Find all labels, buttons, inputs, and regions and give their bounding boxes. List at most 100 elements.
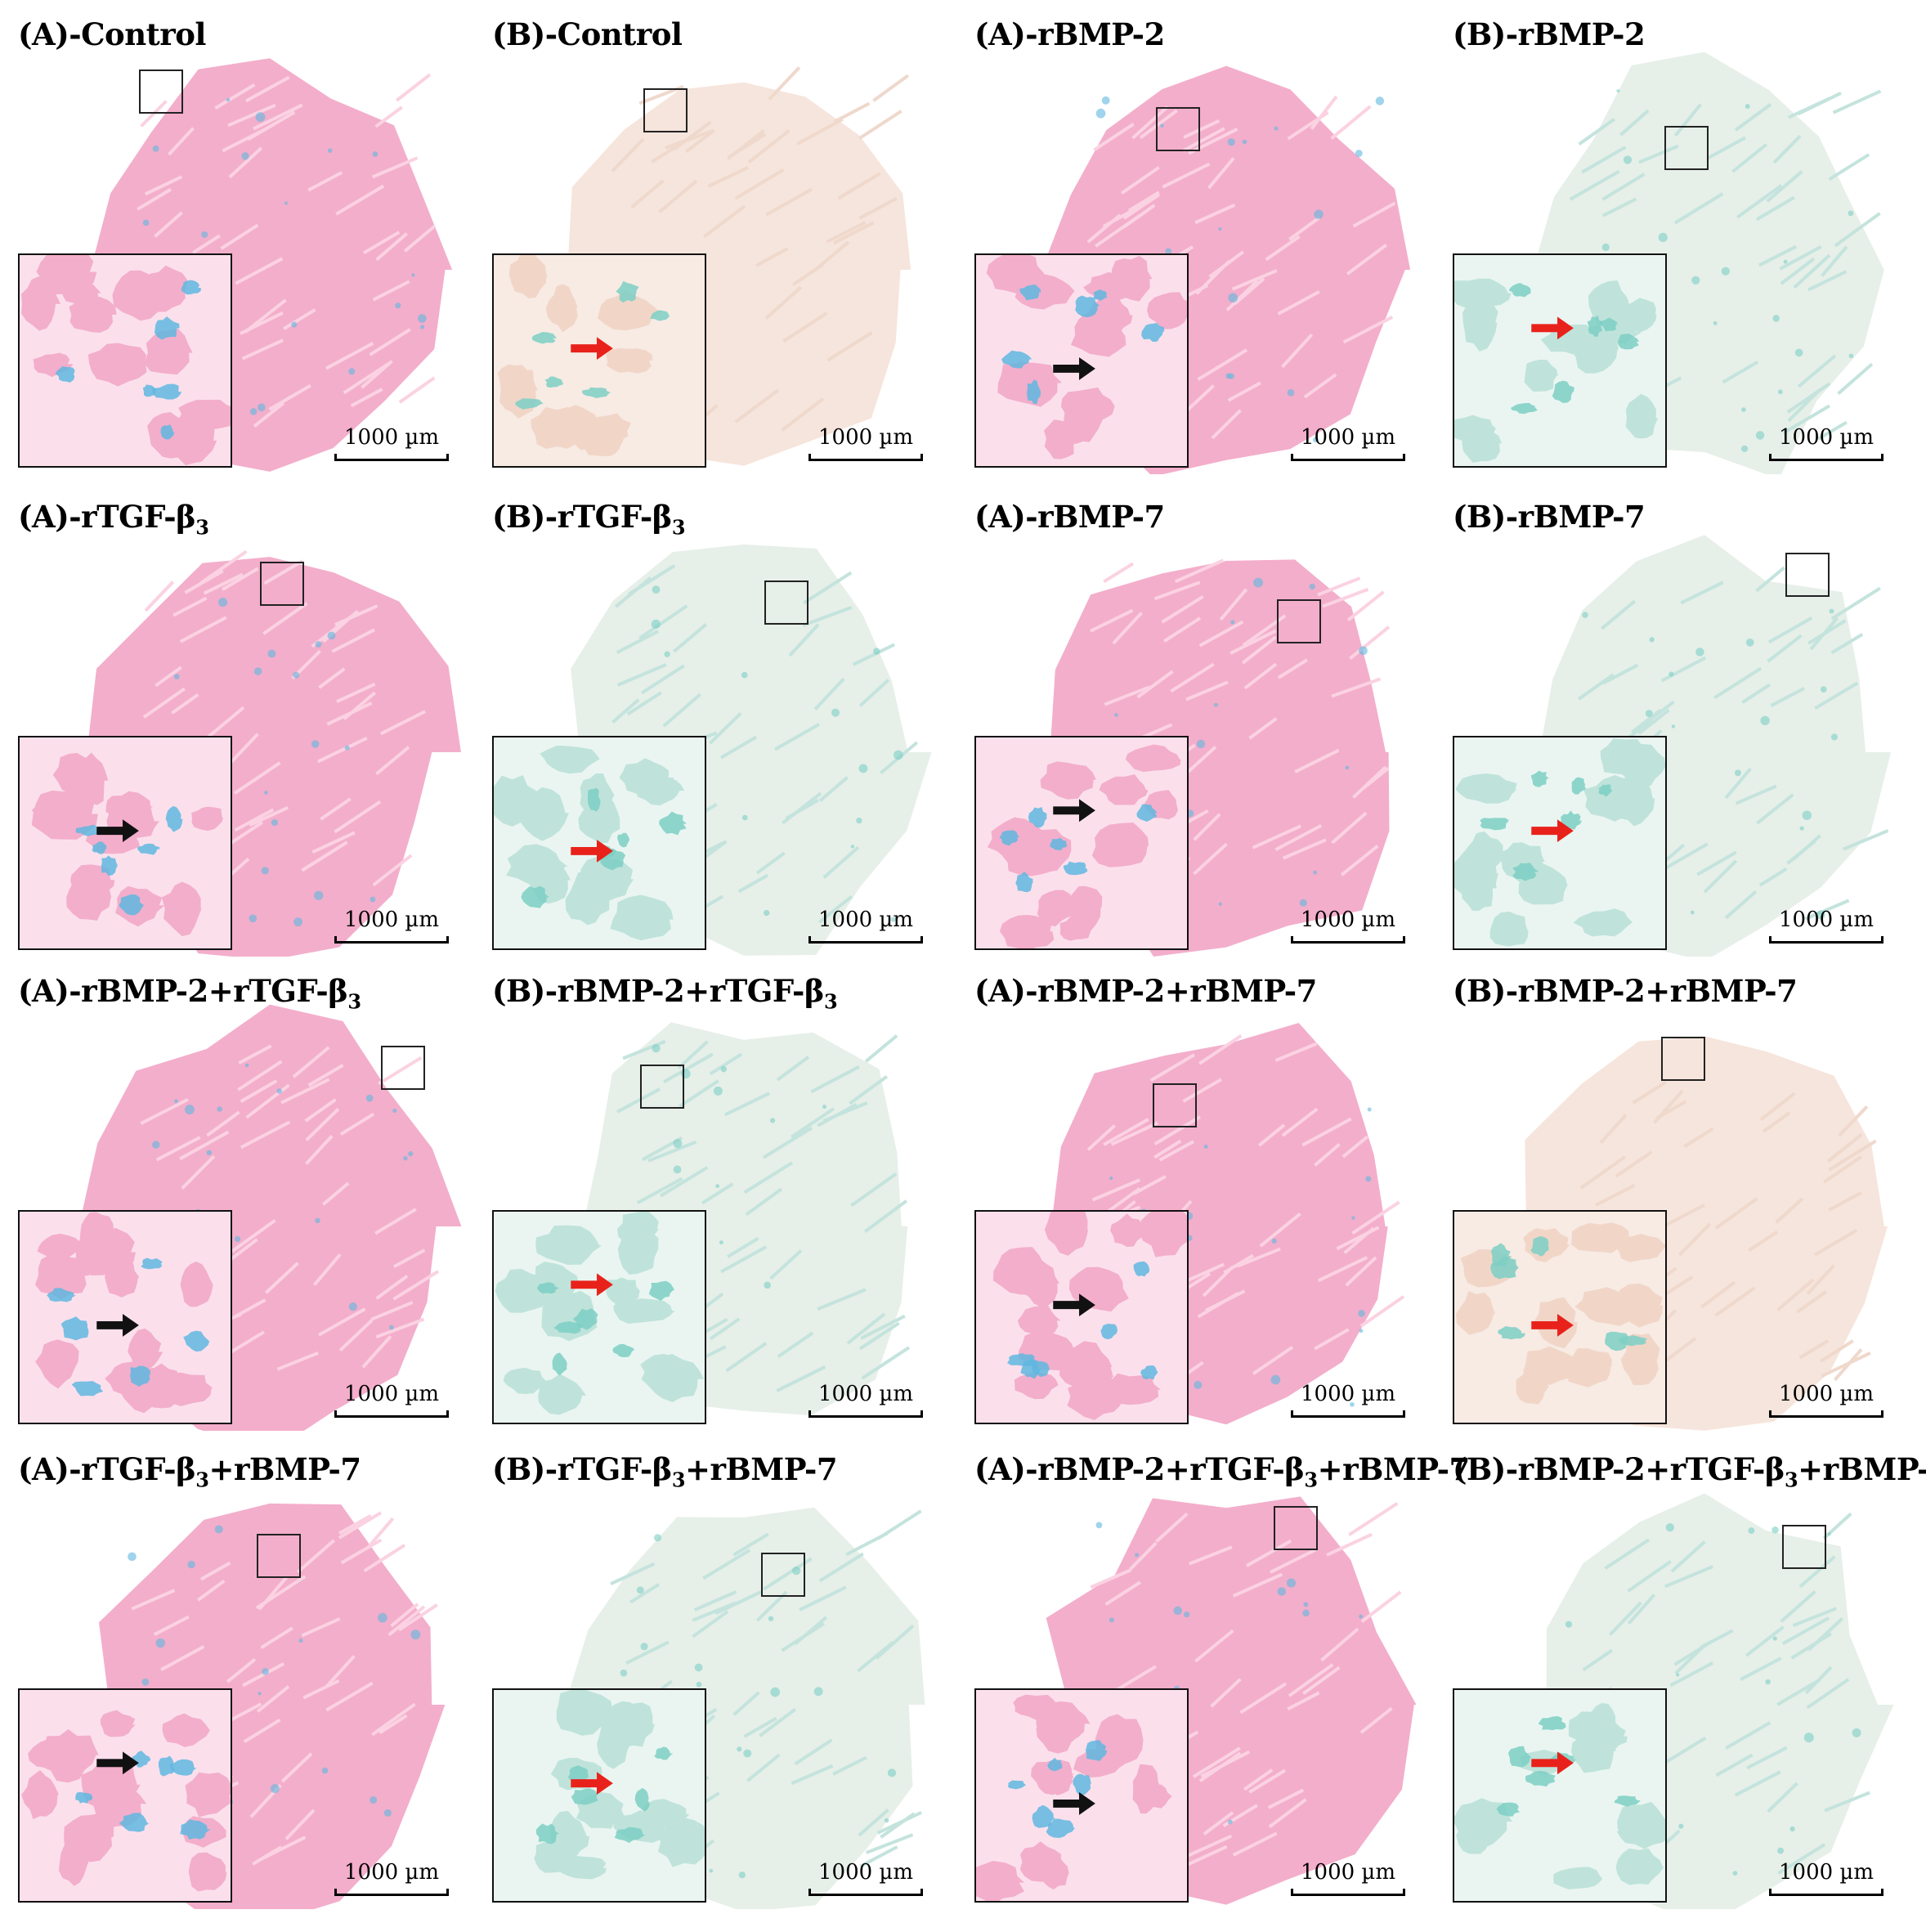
roi-box: [1156, 107, 1200, 151]
black-arrow-icon: [1053, 1792, 1095, 1815]
panel-label: (A)-rBMP-2: [974, 16, 1165, 52]
panel-label-text: (A)-rBMP-2+rTGF-β: [974, 1451, 1305, 1487]
panel-B-rtgfb3-rbmp7: (B)-rTGF-β3+rBMP-7 1000 µm: [474, 1435, 944, 1909]
panel-A-rbmp2-rtgfb3-rbmp7: (A)-rBMP-2+rTGF-β3+rBMP-7 1000 µm: [956, 1435, 1470, 1909]
roi-box: [139, 69, 183, 114]
scale-bar-label: 1000 µm: [344, 425, 439, 450]
panel-label-text: (B)-rBMP-7: [1453, 499, 1646, 535]
inset-magnification: [974, 253, 1189, 468]
black-arrow-icon: [1053, 1293, 1095, 1317]
scale-bar-label: 1000 µm: [1301, 425, 1395, 450]
inset-magnification: [974, 736, 1189, 950]
panel-label: (B)-rBMP-2+rBMP-7: [1453, 973, 1798, 1009]
scale-bar-label: 1000 µm: [818, 425, 913, 450]
panel-A-rbmp2: (A)-rBMP-2 1000 µm: [956, 0, 1427, 474]
roi-box: [1277, 599, 1321, 643]
red-arrow-icon: [571, 1772, 613, 1795]
scale-bar: 1000 µm: [334, 425, 449, 463]
scale-bar-line: [334, 936, 449, 944]
panel-B-control: (B)-Control 1000 µm: [474, 0, 944, 474]
scale-bar: 1000 µm: [334, 908, 449, 945]
scale-bar-line: [808, 454, 923, 461]
scale-bar-line: [808, 936, 923, 944]
panel-label-text: (A)-rTGF-β: [18, 499, 196, 535]
scale-bar-label: 1000 µm: [344, 908, 439, 932]
panel-label-text: (A)-rBMP-7: [974, 499, 1165, 535]
roi-box: [257, 1534, 301, 1578]
red-arrow-icon: [571, 840, 613, 863]
panel-A-rbmp2-rtgfb3: (A)-rBMP-2+rTGF-β3 1000 µm: [0, 957, 470, 1431]
scale-bar-line: [1291, 1410, 1405, 1418]
scale-bar-line: [1769, 1410, 1883, 1418]
red-arrow-icon: [1531, 1751, 1574, 1775]
inset-magnification: [18, 253, 232, 468]
roi-box: [761, 1553, 805, 1597]
panel-label: (A)-rBMP-2+rTGF-β3+rBMP-7: [974, 1451, 1470, 1491]
panel-label-suffix: +rBMP-7: [685, 1451, 838, 1487]
scale-bar: 1000 µm: [334, 1860, 449, 1898]
roi-box: [1782, 1525, 1826, 1569]
inset-magnification: [492, 1688, 706, 1903]
scale-bar: 1000 µm: [1291, 1382, 1405, 1419]
panel-label-text: (B)-rTGF-β: [492, 1451, 672, 1487]
panel-label: (A)-rBMP-2+rBMP-7: [974, 973, 1317, 1009]
panel-label-subscript: 3: [347, 989, 361, 1014]
roi-box: [260, 562, 304, 606]
scale-bar: 1000 µm: [334, 1382, 449, 1419]
panel-label: (A)-rTGF-β3: [18, 499, 209, 540]
scale-bar-label: 1000 µm: [818, 908, 913, 932]
scale-bar-line: [1769, 454, 1883, 461]
scale-bar-label: 1000 µm: [1779, 1382, 1874, 1406]
scale-bar-line: [1291, 1889, 1405, 1896]
scale-bar: 1000 µm: [1291, 908, 1405, 945]
scale-bar-line: [334, 1889, 449, 1896]
scale-bar-label: 1000 µm: [1779, 908, 1874, 932]
scale-bar: 1000 µm: [808, 1860, 923, 1898]
black-arrow-icon: [96, 1314, 139, 1337]
panel-label-suffix: +rBMP-7: [208, 1451, 361, 1487]
roi-box: [1664, 126, 1709, 170]
scale-bar-line: [334, 1410, 449, 1418]
panel-B-rtgfb3: (B)-rTGF-β3 1000 µm: [474, 482, 944, 957]
panel-label-subscript: 3: [1784, 1468, 1798, 1492]
scale-bar-line: [1769, 1889, 1883, 1896]
panel-B-rbmp2: (B)-rBMP-2 1000 µm: [1435, 0, 1905, 474]
scale-bar: 1000 µm: [808, 908, 923, 945]
scale-bar-label: 1000 µm: [1779, 1860, 1874, 1885]
scale-bar-label: 1000 µm: [1779, 425, 1874, 450]
scale-bar: 1000 µm: [1769, 1382, 1883, 1419]
scale-bar: 1000 µm: [1291, 1860, 1405, 1898]
panel-label-subscript: 3: [1304, 1468, 1318, 1492]
panel-label-subscript: 3: [195, 1468, 209, 1492]
inset-magnification: [1453, 736, 1667, 950]
inset-magnification: [18, 736, 232, 950]
scale-bar: 1000 µm: [1769, 908, 1883, 945]
black-arrow-icon: [1053, 799, 1095, 823]
panel-label: (B)-rTGF-β3+rBMP-7: [492, 1451, 838, 1491]
scale-bar: 1000 µm: [1769, 425, 1883, 463]
roi-box: [1274, 1506, 1318, 1550]
panel-label: (A)-Control: [18, 16, 206, 52]
panel-B-rbmp2-rtgfb3-rbmp7: (B)-rBMP-2+rTGF-β3+rBMP-7 1000 µm: [1435, 1435, 1926, 1909]
panel-label-text: (A)-rBMP-2: [974, 16, 1165, 52]
red-arrow-icon: [1531, 1314, 1574, 1337]
scale-bar-line: [808, 1410, 923, 1418]
scale-bar-label: 1000 µm: [1301, 908, 1395, 932]
roi-box: [640, 1065, 684, 1109]
panel-A-rbmp2-rbmp7: (A)-rBMP-2+rBMP-7 1000 µm: [956, 957, 1427, 1431]
panel-label: (B)-rBMP-2+rTGF-β3+rBMP-7: [1453, 1451, 1926, 1491]
black-arrow-icon: [1053, 357, 1095, 380]
inset-magnification: [18, 1210, 232, 1424]
scale-bar-label: 1000 µm: [818, 1860, 913, 1885]
panel-label: (A)-rTGF-β3+rBMP-7: [18, 1451, 361, 1491]
panel-label-text: (A)-rBMP-2+rTGF-β: [18, 973, 348, 1009]
panel-label: (B)-rBMP-2: [1453, 16, 1646, 52]
black-arrow-icon: [96, 1751, 139, 1775]
roi-box: [1785, 553, 1830, 597]
scale-bar: 1000 µm: [1291, 425, 1405, 463]
roi-box: [381, 1046, 425, 1090]
scale-bar-label: 1000 µm: [1301, 1860, 1395, 1885]
panel-label-text: (A)-rTGF-β: [18, 1451, 196, 1487]
panel-label-subscript: 3: [195, 515, 209, 540]
panel-label-text: (B)-rBMP-2: [1453, 16, 1646, 52]
